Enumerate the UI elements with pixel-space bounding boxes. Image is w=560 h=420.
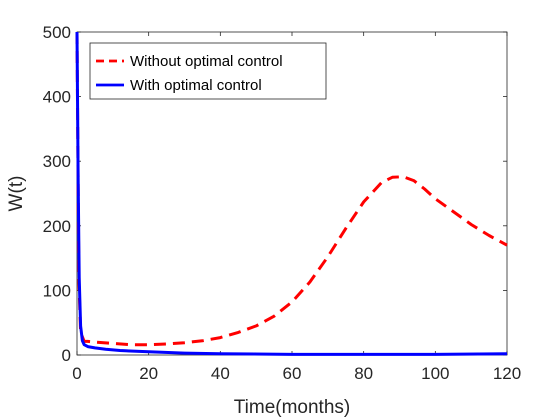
y-tick-label: 400 [43,88,71,107]
y-axis: 0 100 200 300 400 500 [43,23,507,365]
legend-label-with-control: With optimal control [130,77,262,94]
x-axis-label: Time(months) [234,397,350,418]
y-axis-label: W(t) [6,176,27,212]
series-layer [75,31,508,356]
x-tick-label: 100 [421,364,449,383]
y-tick-label: 500 [43,23,71,42]
legend: Without optimal control With optimal con… [89,42,327,100]
y-tick-label: 0 [62,346,71,365]
y-tick-label: 100 [43,281,71,300]
x-tick-label: 0 [72,364,81,383]
y-tick-label: 300 [43,152,71,171]
x-tick-label: 20 [139,364,158,383]
x-axis: 0 20 40 60 80 100 120 [72,32,521,383]
legend-label-without-control: Without optimal control [130,53,283,70]
legend-box [89,42,327,100]
x-tick-label: 120 [493,364,521,383]
series-line-with-optimal-control [75,31,508,356]
x-tick-label: 60 [283,364,302,383]
x-tick-label: 40 [211,364,230,383]
series-line-without-optimal-control [75,31,508,347]
x-tick-label: 80 [354,364,373,383]
y-tick-label: 200 [43,217,71,236]
